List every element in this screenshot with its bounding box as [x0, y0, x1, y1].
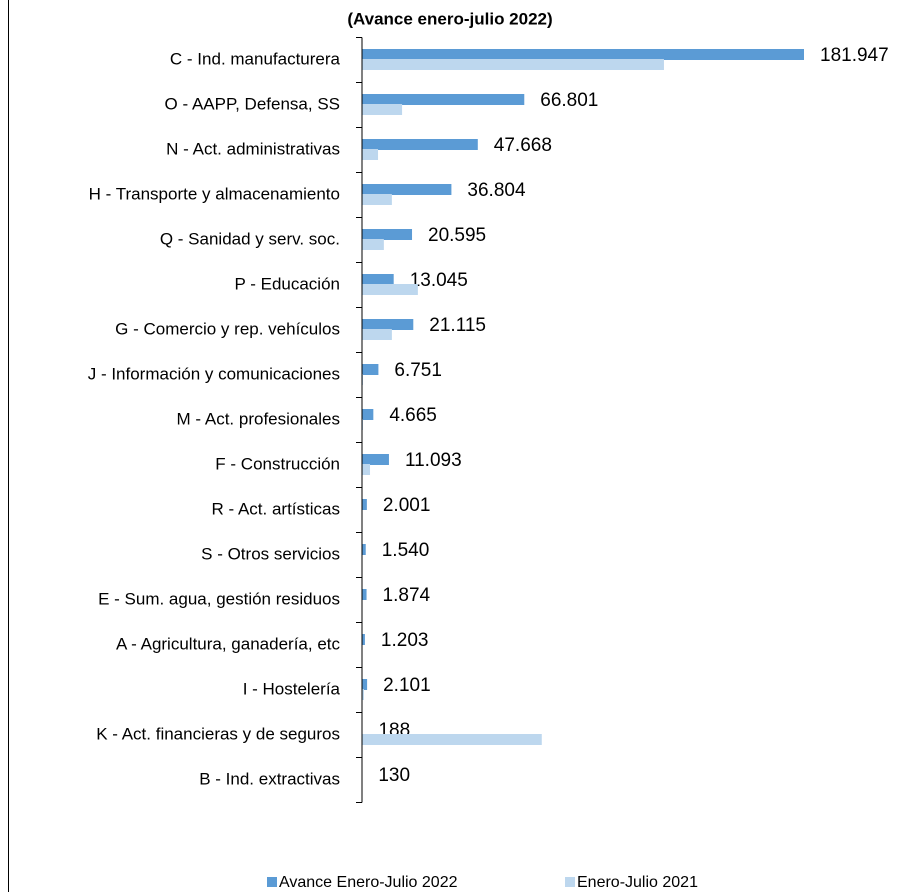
bar: [362, 139, 478, 150]
bar: [362, 319, 414, 330]
value-label: 13.045: [410, 270, 468, 291]
category-label: O - AAPP, Defensa, SS: [165, 94, 340, 113]
value-label: 4.665: [389, 405, 437, 426]
bar: [362, 104, 403, 115]
value-label: 66.801: [540, 90, 598, 111]
value-label: 21.115: [429, 315, 486, 336]
bar: [362, 589, 367, 600]
bar: [362, 499, 367, 510]
category-label: C - Ind. manufacturera: [170, 49, 341, 68]
bar: [362, 634, 365, 645]
bar: [362, 229, 413, 240]
category-label: P - Educación: [234, 274, 340, 293]
category-label: G - Comercio y rep. vehículos: [115, 319, 340, 338]
value-label: 2.101: [383, 675, 431, 696]
legend-swatch: [565, 877, 575, 887]
category-label: E - Sum. agua, gestión residuos: [98, 589, 340, 608]
category-label: N - Act. administrativas: [166, 139, 340, 158]
value-label: 36.804: [467, 180, 526, 201]
value-label: 130: [378, 765, 410, 786]
category-label: K - Act. financieras y de seguros: [96, 724, 340, 743]
category-label: Q - Sanidad y serv. soc.: [160, 229, 340, 248]
category-label: A - Agricultura, ganadería, etc: [116, 634, 340, 653]
value-label: 181.947: [820, 45, 889, 66]
category-label: M - Act. profesionales: [177, 409, 340, 428]
bar: [362, 544, 366, 555]
bar: [362, 184, 452, 195]
legend-label: Avance Enero-Julio 2022: [279, 874, 458, 891]
bar: [362, 149, 379, 160]
bar: [362, 284, 418, 295]
value-label: 6.751: [394, 360, 442, 381]
chart-title: (Avance enero-julio 2022): [347, 9, 552, 28]
bar: [362, 734, 542, 745]
bar: [362, 194, 392, 205]
bar: [362, 274, 394, 285]
value-label: 1.203: [381, 630, 429, 651]
bar: [362, 239, 384, 250]
category-label: J - Información y comunicaciones: [88, 364, 340, 383]
legend-swatch: [267, 877, 277, 887]
value-label: 1.874: [383, 585, 431, 606]
value-label: 2.001: [383, 495, 431, 516]
category-label: B - Ind. extractivas: [199, 769, 340, 788]
bar: [362, 689, 364, 700]
category-label: H - Transporte y almacenamiento: [89, 184, 340, 203]
value-label: 20.595: [428, 225, 486, 246]
category-label: S - Otros servicios: [201, 544, 340, 563]
value-label: 11.093: [405, 450, 462, 471]
value-label: 47.668: [494, 135, 552, 156]
legend-label: Enero-Julio 2021: [577, 874, 698, 891]
bar: [362, 94, 525, 105]
bar: [362, 464, 371, 475]
value-label: 1.540: [382, 540, 430, 561]
category-label: I - Hostelería: [243, 679, 341, 698]
category-label: F - Construcción: [215, 454, 340, 473]
category-label: R - Act. artísticas: [212, 499, 340, 518]
bar: [362, 49, 804, 60]
bar: [362, 59, 664, 70]
bar: [362, 329, 392, 340]
bar: [362, 364, 379, 375]
bar: [362, 409, 374, 420]
bar: [362, 454, 389, 465]
bar: [362, 679, 368, 690]
